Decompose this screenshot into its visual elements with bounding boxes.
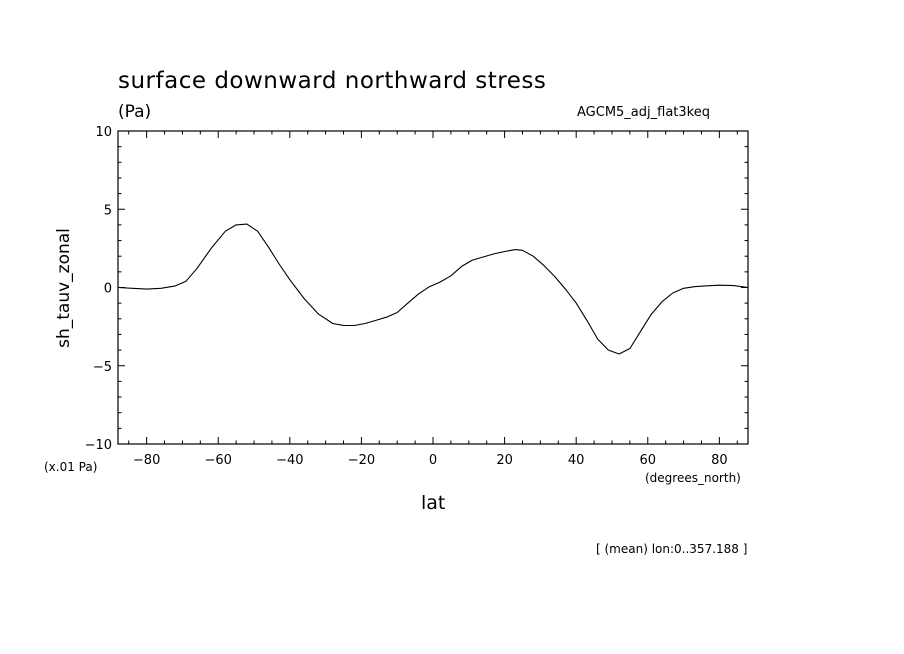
x-tick-label: 0 bbox=[429, 453, 437, 468]
experiment-label: AGCM5_adj_flat3keq bbox=[577, 105, 710, 120]
series-line bbox=[117, 223, 749, 355]
x-tick-label: 20 bbox=[496, 453, 513, 468]
y-tick-label: 10 bbox=[95, 125, 112, 140]
y-scale-note: (x.01 Pa) bbox=[44, 460, 98, 474]
x-axis-label: lat bbox=[421, 492, 446, 514]
y-tick-label: 5 bbox=[104, 203, 112, 218]
plot-frame bbox=[117, 130, 749, 445]
x-tick-label: 60 bbox=[639, 453, 656, 468]
x-tick-label: −40 bbox=[276, 453, 303, 468]
x-tick-label: −20 bbox=[348, 453, 375, 468]
x-tick-label: −80 bbox=[133, 453, 160, 468]
series-group bbox=[117, 223, 749, 355]
chart-title: surface downward northward stress bbox=[118, 68, 547, 94]
y-axis-label: sh_tauv_zonal bbox=[54, 228, 74, 348]
x-tick-label: 80 bbox=[711, 453, 728, 468]
units-label: (Pa) bbox=[118, 102, 152, 122]
tick-labels: −80 −60 −40 −20 0 20 40 60 80 10 5 0 −5 −10 bbox=[85, 125, 728, 468]
y-tick-label: −5 bbox=[93, 360, 112, 375]
footnote: [ (mean) lon:0..357.188 ] bbox=[596, 542, 748, 556]
y-tick-label: 0 bbox=[104, 282, 112, 297]
y-tick-label: −10 bbox=[85, 438, 112, 453]
axis-ticks bbox=[118, 130, 748, 445]
x-tick-label: 40 bbox=[568, 453, 585, 468]
y-axis-label-group: sh_tauv_zonal bbox=[54, 228, 74, 348]
x-units-label: (degrees_north) bbox=[645, 471, 741, 485]
x-tick-label: −60 bbox=[205, 453, 232, 468]
